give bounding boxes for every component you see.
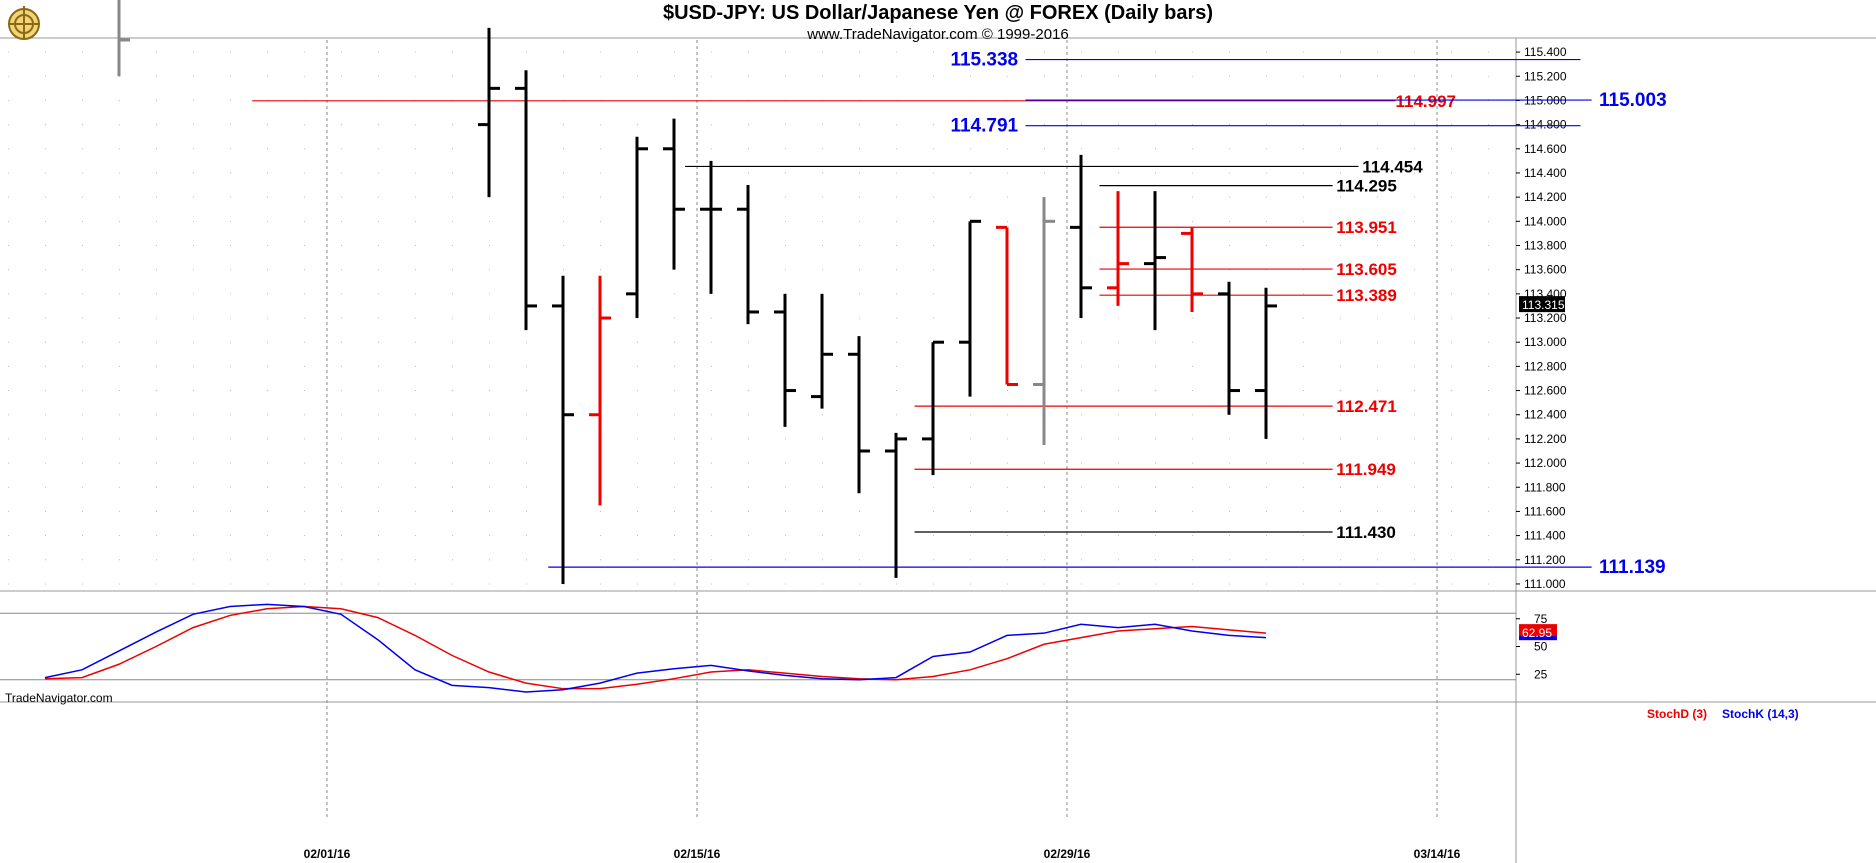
- watermark: TradeNavigator.com: [5, 691, 113, 705]
- y-tick-label: 112.600: [1524, 384, 1567, 398]
- x-tick-label: 03/14/16: [1414, 847, 1461, 861]
- level-label: 113.605: [1336, 260, 1397, 279]
- last-price-box: [1519, 296, 1565, 313]
- trade-navigator-logo: [4, 2, 44, 42]
- ohlc-bar: [885, 432, 907, 578]
- level-label: 113.389: [1336, 286, 1397, 305]
- ohlc-bar: [1255, 287, 1277, 439]
- level-label: 114.295: [1336, 177, 1397, 196]
- ohlc-bar: [922, 340, 944, 476]
- ohlc-bar: [515, 70, 537, 331]
- last-price-label: 113.315: [1522, 298, 1565, 312]
- level-label: 113.951: [1336, 218, 1397, 237]
- y-tick-label: 114.200: [1524, 190, 1567, 204]
- ohlc-bar: [811, 293, 833, 409]
- ohlc-bar: [848, 336, 870, 494]
- y-tick-label: 111.000: [1524, 577, 1566, 591]
- y-tick-label: 113.600: [1524, 263, 1567, 277]
- ohlc-bar: [589, 275, 611, 506]
- level-label: 111.139: [1599, 557, 1666, 578]
- level-label: 114.791: [950, 116, 1018, 137]
- y-tick-label: 115.200: [1524, 69, 1567, 83]
- ohlc-bar: [996, 225, 1018, 387]
- ohlc-bar: [626, 136, 648, 319]
- legend-stochk: StochK (14,3): [1722, 707, 1799, 721]
- ohlc-bar: [774, 293, 796, 427]
- stoch-last-box-k: [1519, 636, 1557, 641]
- level-label: 115.338: [950, 50, 1018, 71]
- x-tick-label: 02/15/16: [674, 847, 721, 861]
- y-tick-label: 112.800: [1524, 359, 1567, 373]
- grid-dots: [8, 51, 1514, 585]
- chart-subtitle: www.TradeNavigator.com © 1999-2016: [807, 26, 1069, 43]
- level-label: 111.430: [1336, 523, 1396, 542]
- ohlc-bar: [959, 219, 981, 397]
- level-label: 115.003: [1599, 90, 1667, 111]
- level-label: 114.454: [1362, 157, 1423, 176]
- y-tick-label: 111.800: [1524, 480, 1566, 494]
- level-label: 112.471: [1336, 397, 1397, 416]
- ohlc-bar: [1218, 281, 1240, 415]
- chart-title: $USD-JPY: US Dollar/Japanese Yen @ FOREX…: [662, 2, 1214, 24]
- y-tick-label: 114.400: [1524, 166, 1567, 180]
- osc-y-tick-label: 50: [1534, 640, 1548, 654]
- x-tick-label: 02/01/16: [304, 847, 351, 861]
- ohlc-bar: [478, 27, 500, 198]
- x-tick-label: 02/29/16: [1044, 847, 1091, 861]
- y-tick-label: 114.600: [1524, 142, 1567, 156]
- y-tick-label: 113.200: [1524, 311, 1567, 325]
- ohlc-bar: [737, 185, 759, 325]
- ohlc-bar: [1033, 197, 1055, 445]
- y-tick-label: 112.000: [1524, 456, 1567, 470]
- level-label: 114.997: [1396, 92, 1457, 111]
- ohlc-bar: [663, 118, 685, 270]
- ohlc-bar: [552, 275, 574, 584]
- y-tick-label: 112.200: [1524, 432, 1567, 446]
- y-tick-label: 112.400: [1524, 408, 1567, 422]
- ohlc-bar: [1144, 191, 1166, 331]
- y-tick-label: 114.800: [1524, 118, 1567, 132]
- y-tick-label: 111.600: [1524, 504, 1566, 518]
- ohlc-bar: [1070, 154, 1092, 319]
- y-tick-label: 113.800: [1524, 238, 1567, 252]
- y-tick-label: 113.000: [1524, 335, 1567, 349]
- osc-y-tick-label: 75: [1534, 612, 1548, 626]
- osc-series-line: [44, 603, 1267, 693]
- ohlc-bar: [700, 160, 722, 294]
- ohlc-bar: [1107, 191, 1129, 306]
- legend-stochd: StochD (3): [1647, 707, 1707, 721]
- stoch-last-label: 62.95: [1522, 626, 1552, 640]
- osc-series-line: [44, 605, 1267, 690]
- y-tick-label: 114.000: [1524, 214, 1567, 228]
- level-label: 111.949: [1336, 460, 1396, 479]
- ohlc-bar: [117, 0, 130, 77]
- y-tick-label: 111.200: [1524, 553, 1566, 567]
- y-tick-label: 111.400: [1524, 529, 1566, 543]
- ohlc-bar: [1181, 227, 1203, 312]
- y-tick-label: 115.400: [1524, 45, 1567, 59]
- osc-y-tick-label: 25: [1534, 667, 1548, 681]
